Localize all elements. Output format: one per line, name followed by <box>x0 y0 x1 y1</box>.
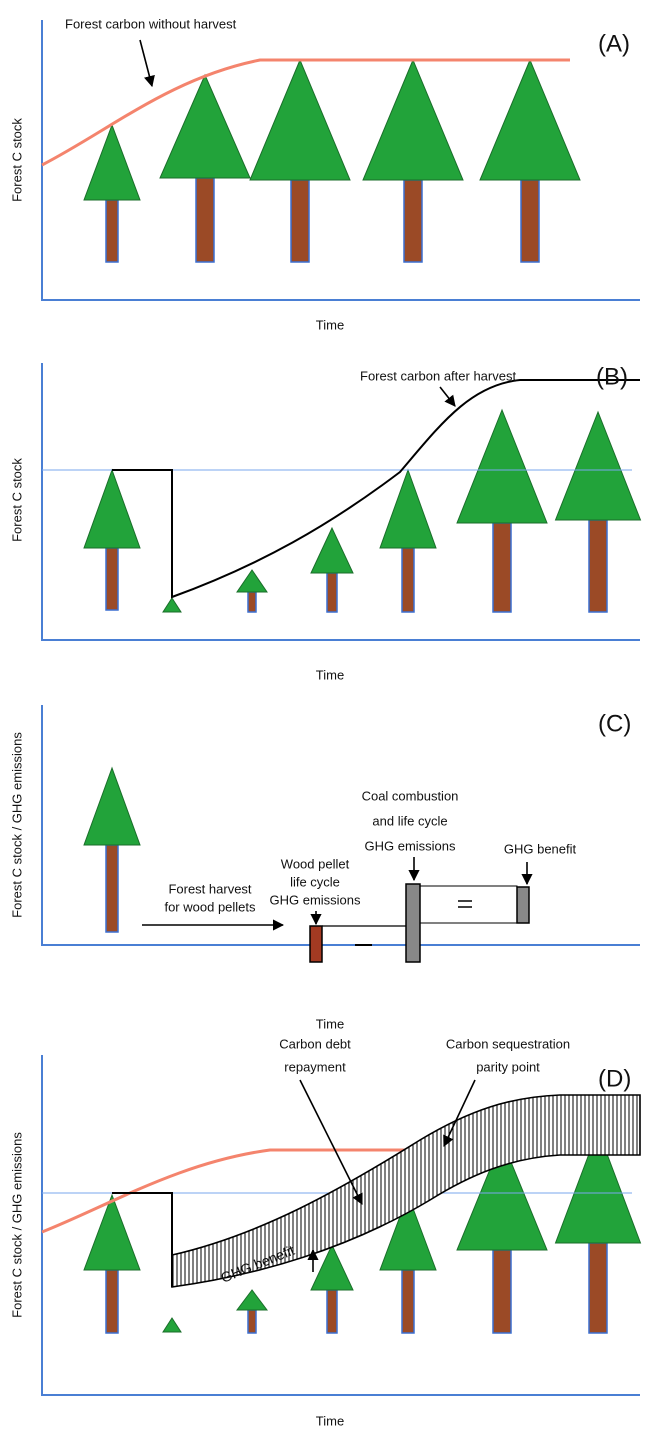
trunk <box>492 1249 512 1334</box>
benefit-box <box>419 885 518 924</box>
x-axis-label: Time <box>316 667 344 682</box>
benefit-bar <box>516 886 530 924</box>
trunk <box>247 591 257 613</box>
trunk <box>326 572 338 613</box>
crown <box>83 1193 141 1271</box>
crown <box>236 569 268 593</box>
crown <box>554 1128 642 1244</box>
trunk <box>290 179 310 263</box>
trunk <box>401 547 415 613</box>
crown <box>162 1317 182 1333</box>
annotation: repayment <box>284 1059 346 1074</box>
crown <box>159 73 251 179</box>
annotation: Forest carbon without harvest <box>65 16 237 31</box>
annotation: and life cycle <box>372 813 447 828</box>
crown <box>379 468 437 549</box>
annotation: parity point <box>476 1059 540 1074</box>
trunk <box>105 199 119 263</box>
trunk <box>105 1269 119 1334</box>
trunk <box>326 1289 338 1334</box>
carbon-curve <box>41 58 570 167</box>
crown <box>83 766 141 846</box>
x-axis-label: Time <box>316 1016 344 1031</box>
trunk <box>105 547 119 611</box>
annotation: Forest harvest <box>168 881 251 896</box>
crown <box>310 526 354 574</box>
crown <box>456 1138 548 1251</box>
panel-label: (C) <box>598 710 631 737</box>
axes <box>41 705 640 946</box>
panel-a: Forest carbon without harvest (A) Forest… <box>9 16 640 332</box>
trunk <box>588 1242 608 1334</box>
trunk <box>520 179 540 263</box>
coal-bar <box>405 883 421 963</box>
crown <box>83 468 141 549</box>
crown <box>162 597 182 613</box>
arrow <box>299 1079 363 1206</box>
y-axis-label: Forest C stock / GHG emissions <box>9 1132 24 1318</box>
arrow <box>443 1079 476 1148</box>
annotation: Carbon debt <box>279 1036 351 1051</box>
annotation: Coal combustion <box>362 788 459 803</box>
annotation: for wood pellets <box>164 899 256 914</box>
crown <box>479 58 581 181</box>
crown <box>362 58 464 181</box>
arrow <box>139 39 155 88</box>
panel-c: (C) Forest C stock / GHG emissions Time … <box>9 705 640 1031</box>
y-axis-label: Forest C stock / GHG emissions <box>9 732 24 918</box>
annotation: Forest carbon after harvest <box>360 368 516 383</box>
trunk <box>247 1309 257 1334</box>
trunk <box>195 177 215 263</box>
crown <box>554 410 642 521</box>
trunk <box>105 844 119 933</box>
ghg-benefit-band <box>171 1094 641 1288</box>
crown <box>249 58 351 181</box>
annotation: GHG benefit <box>504 841 577 856</box>
annotation: GHG emissions <box>269 892 361 907</box>
panel-d: GHG benefit Carbon debt repayment Carbon… <box>9 1036 641 1428</box>
panel-label: (A) <box>598 30 630 57</box>
y-axis-label: Forest C stock <box>9 458 24 542</box>
panel-b: Forest carbon after harvest (B) Forest C… <box>9 363 640 682</box>
carbon-curve <box>112 379 640 599</box>
harvest-step <box>112 1192 173 1287</box>
trees <box>83 58 642 1334</box>
annotation: Carbon sequestration <box>446 1036 570 1051</box>
axes <box>41 363 640 641</box>
x-axis-label: Time <box>316 317 344 332</box>
y-axis-label: Forest C stock <box>9 118 24 202</box>
axes <box>41 1055 640 1396</box>
arrow <box>439 386 456 407</box>
crown <box>236 1289 268 1311</box>
axes <box>41 20 640 301</box>
crown <box>379 1193 437 1271</box>
trunk <box>401 1269 415 1334</box>
annotation: GHG emissions <box>364 838 456 853</box>
carbon-curve <box>41 1148 565 1234</box>
pellet-bar <box>309 925 323 963</box>
crown <box>456 408 548 524</box>
trunk <box>492 522 512 613</box>
crown <box>83 123 141 201</box>
trunk <box>403 179 423 263</box>
panel-label: (D) <box>598 1065 631 1092</box>
annotation: life cycle <box>290 874 340 889</box>
trunk <box>588 519 608 613</box>
annotation: Wood pellet <box>281 856 350 871</box>
panel-label: (B) <box>596 363 628 390</box>
crown <box>310 1243 354 1291</box>
x-axis-label: Time <box>316 1413 344 1428</box>
